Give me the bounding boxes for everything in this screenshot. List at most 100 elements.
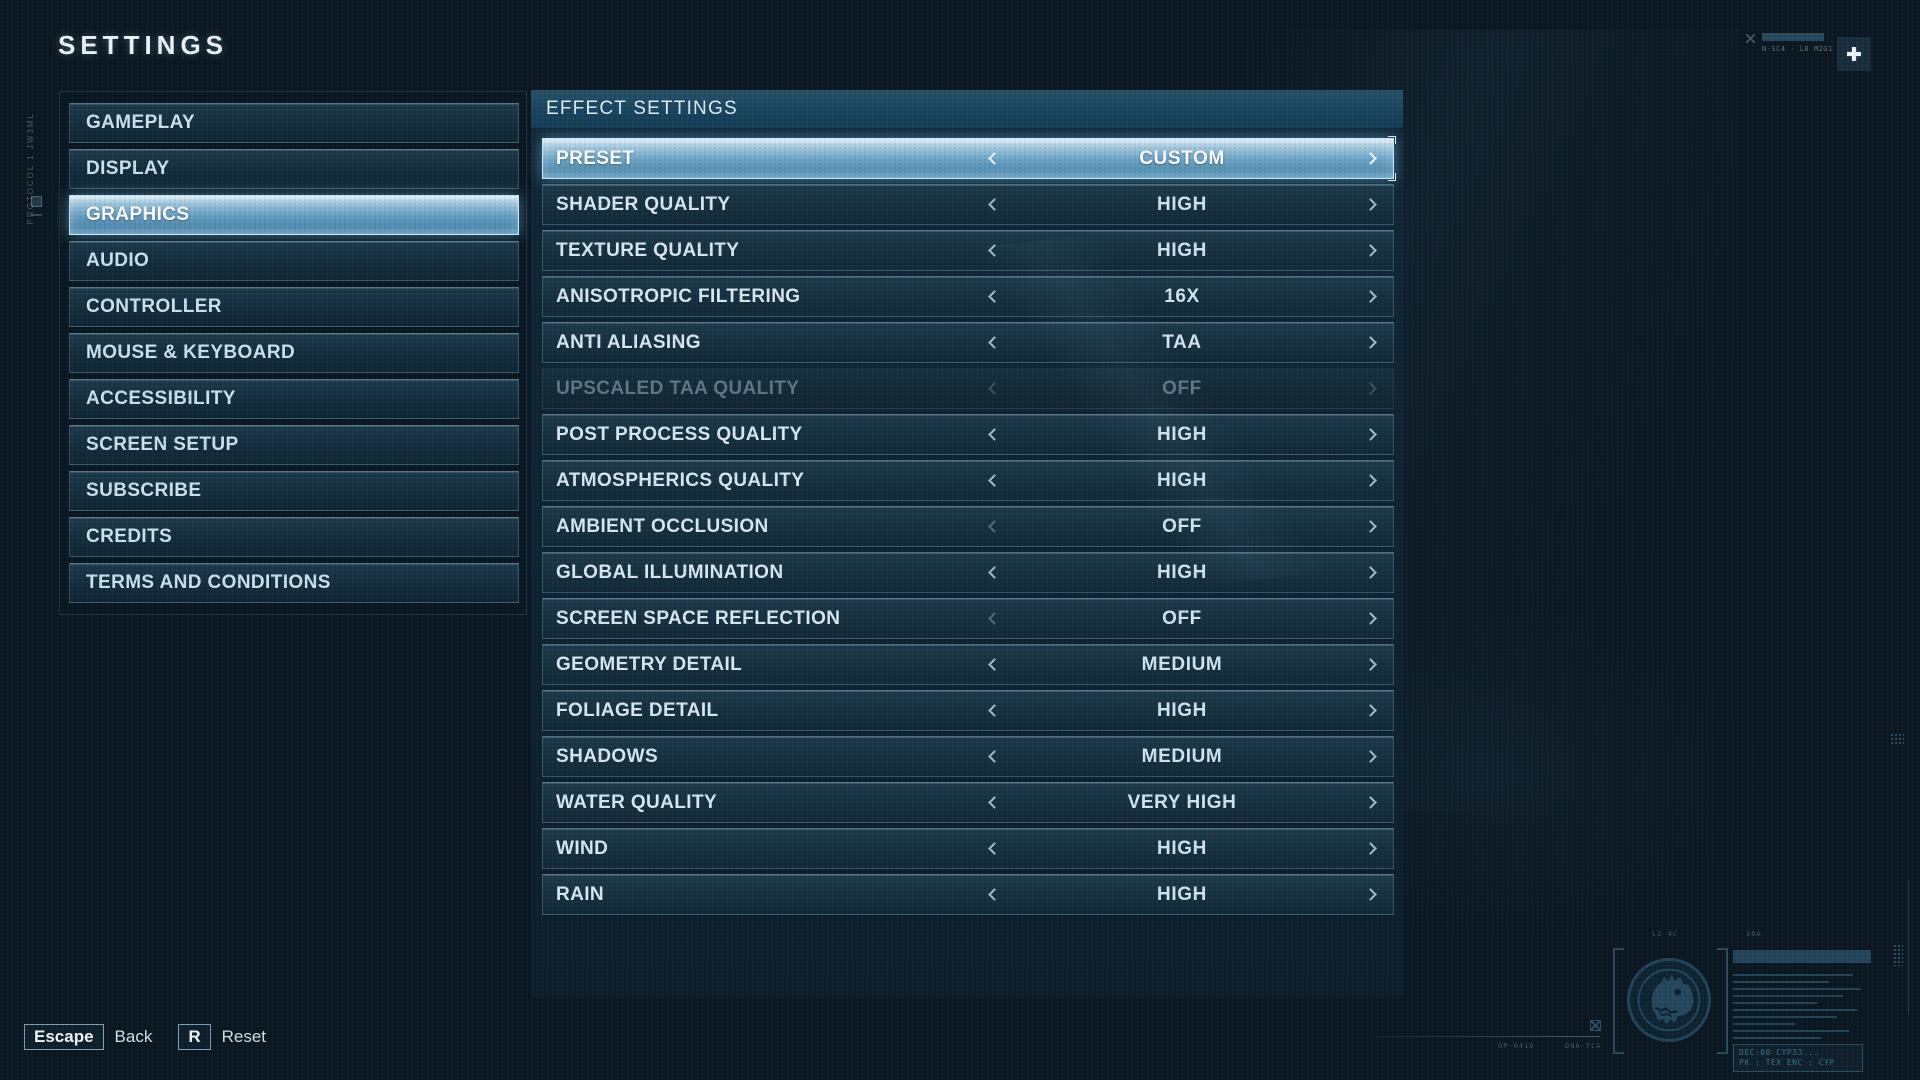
setting-value: HIGH <box>1157 883 1207 905</box>
chevron-right-icon[interactable] <box>1359 284 1385 310</box>
setting-value: HIGH <box>1157 561 1207 583</box>
chevron-right-icon[interactable] <box>1359 238 1385 264</box>
chevron-left-icon[interactable] <box>979 468 1005 494</box>
chevron-right-icon[interactable] <box>1359 652 1385 678</box>
setting-label: ANTI ALIASING <box>556 331 701 353</box>
sidebar-item[interactable]: TERMS AND CONDITIONS <box>69 563 519 603</box>
escape-key-badge[interactable]: Escape <box>24 1024 104 1050</box>
sidebar-item[interactable]: CONTROLLER <box>69 287 519 327</box>
sidebar-item[interactable]: GRAPHICS <box>69 195 519 235</box>
setting-value: CUSTOM <box>1139 147 1225 169</box>
sidebar-item[interactable]: CREDITS <box>69 517 519 557</box>
chevron-left-icon[interactable] <box>979 238 1005 264</box>
chevron-left-icon[interactable] <box>979 376 1005 402</box>
chevron-left-icon[interactable] <box>979 606 1005 632</box>
bracket-left <box>1613 948 1624 1054</box>
chevron-left-icon[interactable] <box>979 330 1005 356</box>
hud-ruler-line <box>1375 1036 1600 1037</box>
sidebar-item[interactable]: AUDIO <box>69 241 519 281</box>
sidebar-item[interactable]: GAMEPLAY <box>69 103 519 143</box>
chevron-right-icon[interactable] <box>1359 836 1385 862</box>
settings-row[interactable]: AMBIENT OCCLUSION OFF <box>542 506 1394 547</box>
dot-grid-icon <box>1890 733 1904 744</box>
settings-row[interactable]: ANTI ALIASING TAA <box>542 322 1394 363</box>
jurassic-logo <box>1627 958 1711 1042</box>
settings-row[interactable]: ANISOTROPIC FILTERING 16X <box>542 276 1394 317</box>
chevron-left-icon[interactable] <box>979 514 1005 540</box>
chevron-right-icon[interactable] <box>1359 606 1385 632</box>
settings-row[interactable]: WIND HIGH <box>542 828 1394 869</box>
chevron-right-icon[interactable] <box>1359 514 1385 540</box>
hud-tag: 36A <box>1746 930 1762 938</box>
sidebar-item[interactable]: MOUSE & KEYBOARD <box>69 333 519 373</box>
chevron-right-icon[interactable] <box>1359 376 1385 402</box>
chevron-left-icon[interactable] <box>979 652 1005 678</box>
reset-action-label[interactable]: Reset <box>221 1027 267 1046</box>
chevron-right-icon[interactable] <box>1359 330 1385 356</box>
setting-label: TEXTURE QUALITY <box>556 239 740 261</box>
chevron-right-icon[interactable] <box>1359 560 1385 586</box>
close-button[interactable] <box>1837 37 1871 71</box>
chevron-left-icon[interactable] <box>979 836 1005 862</box>
chevron-left-icon[interactable] <box>979 882 1005 908</box>
setting-value: HIGH <box>1157 699 1207 721</box>
sidebar-item[interactable]: SCREEN SETUP <box>69 425 519 465</box>
setting-label: WATER QUALITY <box>556 791 718 813</box>
settings-row[interactable]: GEOMETRY DETAIL MEDIUM <box>542 644 1394 685</box>
hud-ruler-label: OP-641D <box>1498 1042 1535 1050</box>
setting-value: OFF <box>1162 607 1202 629</box>
panel-header-label: EFFECT SETTINGS <box>546 98 738 119</box>
chevron-left-icon[interactable] <box>979 790 1005 816</box>
settings-rows: PRESET CUSTOM SHADER QUALITY HIGH TEXTUR… <box>542 136 1396 920</box>
sidebar-item-label: SUBSCRIBE <box>86 480 202 501</box>
sidebar-item[interactable]: ACCESSIBILITY <box>69 379 519 419</box>
setting-label: AMBIENT OCCLUSION <box>556 515 769 537</box>
chevron-right-icon[interactable] <box>1359 790 1385 816</box>
setting-label: POST PROCESS QUALITY <box>556 423 803 445</box>
settings-row[interactable]: FOLIAGE DETAIL HIGH <box>542 690 1394 731</box>
settings-row[interactable]: SHADOWS MEDIUM <box>542 736 1394 777</box>
settings-row[interactable]: PRESET CUSTOM <box>542 136 1396 181</box>
hud-data-panel: DEC-00 CYP33... PK : TEX ENC : CYP <box>1733 950 1875 1072</box>
settings-row[interactable]: RAIN HIGH <box>542 874 1394 915</box>
settings-row[interactable]: POST PROCESS QUALITY HIGH <box>542 414 1394 455</box>
sidebar-item-label: CONTROLLER <box>86 296 222 317</box>
back-action-label[interactable]: Back <box>114 1027 153 1046</box>
settings-row[interactable]: TEXTURE QUALITY HIGH <box>542 230 1394 271</box>
settings-row[interactable]: ATMOSPHERICS QUALITY HIGH <box>542 460 1394 501</box>
settings-row[interactable]: UPSCALED TAA QUALITY OFF <box>542 368 1394 409</box>
chevron-left-icon[interactable] <box>979 422 1005 448</box>
setting-control: TAA <box>979 323 1385 362</box>
settings-row[interactable]: GLOBAL ILLUMINATION HIGH <box>542 552 1394 593</box>
chevron-right-icon[interactable] <box>1359 146 1385 172</box>
chevron-right-icon[interactable] <box>1359 192 1385 218</box>
setting-control: HIGH <box>979 415 1385 454</box>
chevron-left-icon[interactable] <box>979 698 1005 724</box>
setting-label: FOLIAGE DETAIL <box>556 699 719 721</box>
chevron-right-icon[interactable] <box>1359 744 1385 770</box>
settings-row[interactable]: WATER QUALITY VERY HIGH <box>542 782 1394 823</box>
setting-value: OFF <box>1162 515 1202 537</box>
setting-control: HIGH <box>979 231 1385 270</box>
chevron-left-icon[interactable] <box>979 192 1005 218</box>
sidebar-item-label: AUDIO <box>86 250 150 271</box>
chevron-left-icon[interactable] <box>979 560 1005 586</box>
chevron-left-icon[interactable] <box>979 284 1005 310</box>
setting-label: SHADER QUALITY <box>556 193 731 215</box>
r-key-badge[interactable]: R <box>178 1024 211 1050</box>
settings-row[interactable]: SCREEN SPACE REFLECTION OFF <box>542 598 1394 639</box>
sidebar-item[interactable]: DISPLAY <box>69 149 519 189</box>
chevron-left-icon[interactable] <box>979 146 1005 172</box>
sidebar-item[interactable]: SUBSCRIBE <box>69 471 519 511</box>
chevron-right-icon[interactable] <box>1359 468 1385 494</box>
bottom-right-hud: L2 4C 36A DEC-00 CYP33... PK : TEX ENC :… <box>1600 925 1900 1072</box>
setting-control: HIGH <box>979 553 1385 592</box>
hud-tag: L2 4C <box>1652 930 1679 938</box>
chevron-right-icon[interactable] <box>1359 698 1385 724</box>
chevron-right-icon[interactable] <box>1359 422 1385 448</box>
chevron-right-icon[interactable] <box>1359 882 1385 908</box>
setting-control: OFF <box>979 507 1385 546</box>
settings-row[interactable]: SHADER QUALITY HIGH <box>542 184 1394 225</box>
chevron-left-icon[interactable] <box>979 744 1005 770</box>
sidebar-item-label: CREDITS <box>86 526 173 547</box>
